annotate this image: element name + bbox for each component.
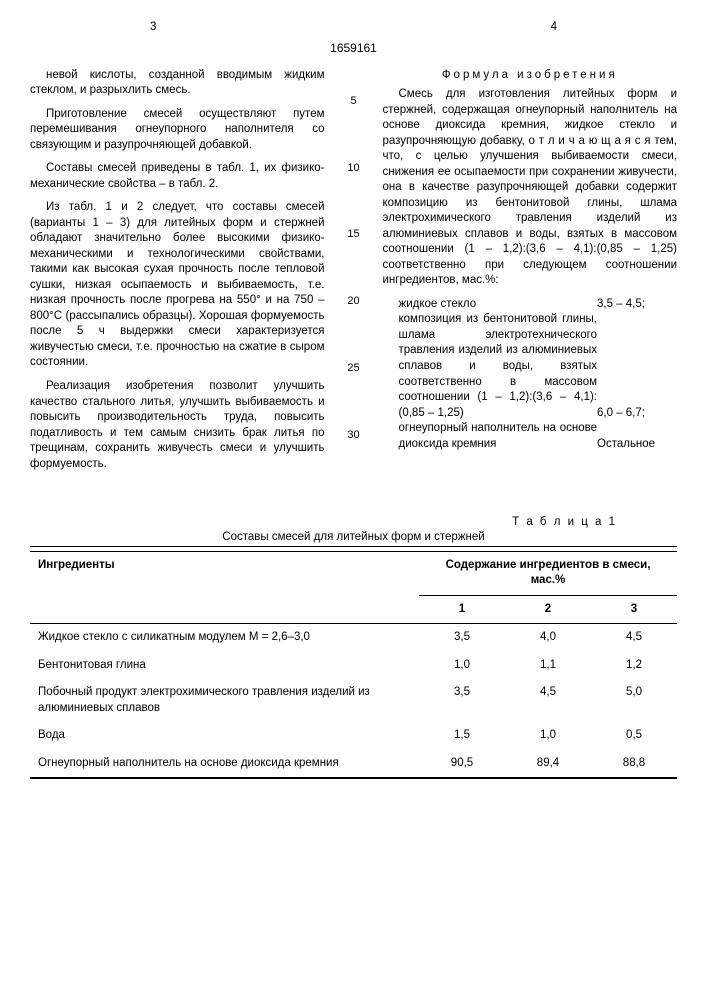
td-value: 1,2 xyxy=(591,652,677,680)
td-value: 4,5 xyxy=(591,624,677,652)
ingredient-label: композиция из бентонитовой глины, шлама … xyxy=(383,312,598,421)
para: невой кислоты, созданной вводимым жидким… xyxy=(30,68,325,99)
th-col: 3 xyxy=(591,595,677,624)
ingredient-value: Остальное xyxy=(597,437,677,453)
table-row: Вода1,51,00,5 xyxy=(30,722,677,750)
para: Реализация изобретения позволит улучшить… xyxy=(30,379,325,472)
page-numbers: 3 4 xyxy=(30,20,677,36)
td-label: Вода xyxy=(30,722,419,750)
td-label: Побочный продукт электрохимического трав… xyxy=(30,679,419,722)
left-column: невой кислоты, созданной вводимым жидким… xyxy=(30,68,325,495)
td-value: 90,5 xyxy=(419,750,505,778)
td-value: 5,0 xyxy=(591,679,677,722)
td-value: 1,0 xyxy=(419,652,505,680)
line-num: 25 xyxy=(347,361,359,376)
td-value: 0,5 xyxy=(591,722,677,750)
para: Из табл. 1 и 2 следует, что составы смес… xyxy=(30,200,325,371)
composition-table: Ингредиенты Содержание ингредиентов в см… xyxy=(30,551,677,779)
para: Составы смесей приведены в табл. 1, их ф… xyxy=(30,161,325,192)
ingredient-row: огнеупорный наполнитель на основе диокси… xyxy=(383,421,678,452)
th-col: 1 xyxy=(419,595,505,624)
ingredient-value: 3,5 – 4,5; xyxy=(597,297,677,313)
claim-text: Смесь для изготовления литейных форм и с… xyxy=(383,87,678,289)
td-value: 3,5 xyxy=(419,624,505,652)
td-value: 88,8 xyxy=(591,750,677,778)
page-num-right: 4 xyxy=(551,20,557,36)
table-1: Т а б л и ц а 1 Составы смесей для литей… xyxy=(30,515,677,780)
td-label: Бентонитовая глина xyxy=(30,652,419,680)
line-num: 15 xyxy=(347,227,359,242)
line-num: 10 xyxy=(347,161,359,176)
ingredient-row: жидкое стекло 3,5 – 4,5; xyxy=(383,297,678,313)
ingredient-row: композиция из бентонитовой глины, шлама … xyxy=(383,312,678,421)
table-number: Т а б л и ц а 1 xyxy=(30,515,617,531)
td-value: 89,4 xyxy=(505,750,591,778)
td-value: 3,5 xyxy=(419,679,505,722)
ingredient-label: жидкое стекло xyxy=(383,297,598,313)
ingredient-value: 6,0 – 6,7; xyxy=(597,406,677,422)
th-ingredients: Ингредиенты xyxy=(30,551,419,624)
th-content: Содержание ингредиентов в смеси, мас.% xyxy=(419,551,677,595)
table-row: Бентонитовая глина1,01,11,2 xyxy=(30,652,677,680)
two-column-text: невой кислоты, созданной вводимым жидким… xyxy=(30,68,677,495)
ingredient-label: огнеупорный наполнитель на основе диокси… xyxy=(383,421,598,452)
right-column: Формула изобретения Смесь для изготовлен… xyxy=(383,68,678,495)
td-label: Огнеупорный наполнитель на основе диокси… xyxy=(30,750,419,778)
line-num: 5 xyxy=(350,94,356,109)
ingredient-list: жидкое стекло 3,5 – 4,5; композиция из б… xyxy=(383,297,678,452)
formula-title: Формула изобретения xyxy=(383,68,678,84)
td-value: 1,5 xyxy=(419,722,505,750)
table-caption: Составы смесей для литейных форм и стерж… xyxy=(30,530,677,547)
td-value: 1,1 xyxy=(505,652,591,680)
table-row: Жидкое стекло с силикатным модулем M = 2… xyxy=(30,624,677,652)
line-num: 20 xyxy=(347,294,359,309)
td-value: 4,5 xyxy=(505,679,591,722)
td-value: 4,0 xyxy=(505,624,591,652)
document-number: 1659161 xyxy=(30,40,677,56)
page-num-left: 3 xyxy=(150,20,156,36)
td-value: 1,0 xyxy=(505,722,591,750)
para: Приготовление смесей осуществляют путем … xyxy=(30,107,325,154)
th-col: 2 xyxy=(505,595,591,624)
table-row: Побочный продукт электрохимического трав… xyxy=(30,679,677,722)
td-label: Жидкое стекло с силикатным модулем M = 2… xyxy=(30,624,419,652)
table-body: Жидкое стекло с силикатным модулем M = 2… xyxy=(30,624,677,778)
line-num: 30 xyxy=(347,428,359,443)
table-row: Огнеупорный наполнитель на основе диокси… xyxy=(30,750,677,778)
line-number-gutter: 5 10 15 20 25 30 xyxy=(345,68,363,495)
